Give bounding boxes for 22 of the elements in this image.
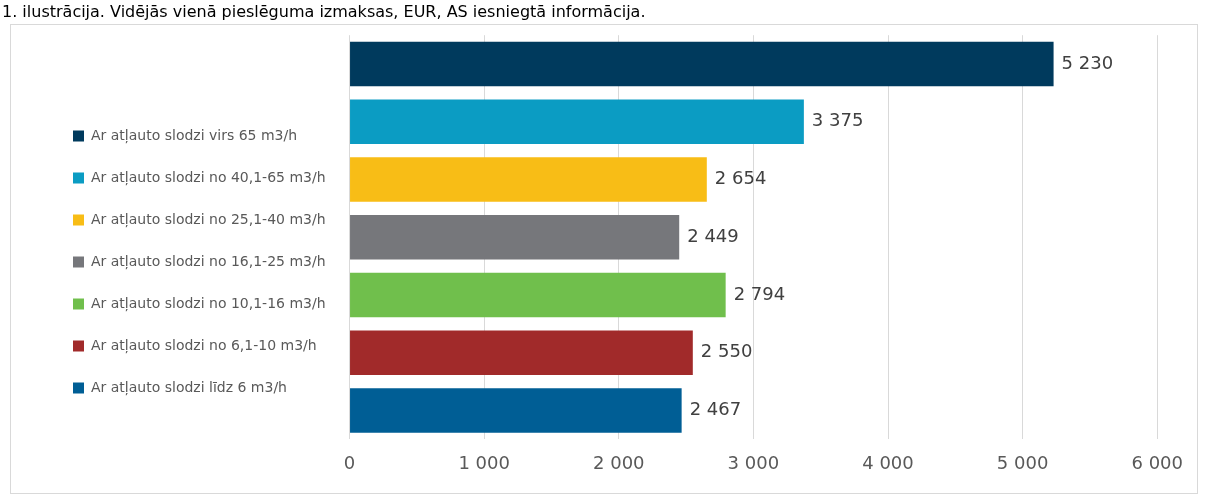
x-tick-label: 0	[343, 451, 356, 473]
x-tick-label: 3 000	[727, 451, 780, 473]
data-label: 2 449	[687, 224, 739, 246]
data-label: 2 654	[714, 167, 767, 189]
x-tick-label: 4 000	[862, 451, 914, 473]
data-label: 2 550	[700, 340, 753, 362]
x-tick-label: 5 000	[996, 451, 1049, 473]
legend-label: Ar atļauto slodzi no 25,1-40 m3/h	[91, 210, 326, 228]
x-tick-label: 6 000	[1131, 451, 1183, 473]
legend-label: Ar atļauto slodzi no 40,1-65 m3/h	[91, 168, 326, 186]
legend-label: Ar atļauto slodzi virs 65 m3/h	[91, 126, 298, 144]
data-label: 3 375	[811, 109, 864, 131]
data-label: 2 794	[733, 282, 786, 304]
legend-label: Ar atļauto slodzi no 10,1-16 m3/h	[91, 294, 326, 312]
chart-title: 1. ilustrācija. Vidējās vienā pieslēguma izmaksas, EUR, AS iesniegtā informācija.	[1, 1, 647, 23]
legend-label: Ar atļauto slodzi no 16,1-25 m3/h	[91, 252, 326, 270]
x-tick-label: 1 000	[458, 451, 510, 473]
legend-label: Ar atļauto slodzi no 6,1-10 m3/h	[91, 336, 317, 354]
x-tick-label: 2 000	[593, 451, 645, 473]
data-label: 5 230	[1061, 51, 1114, 73]
legend-label: Ar atļauto slodzi līdz 6 m3/h	[91, 378, 287, 396]
data-label: 2 467	[689, 398, 742, 420]
